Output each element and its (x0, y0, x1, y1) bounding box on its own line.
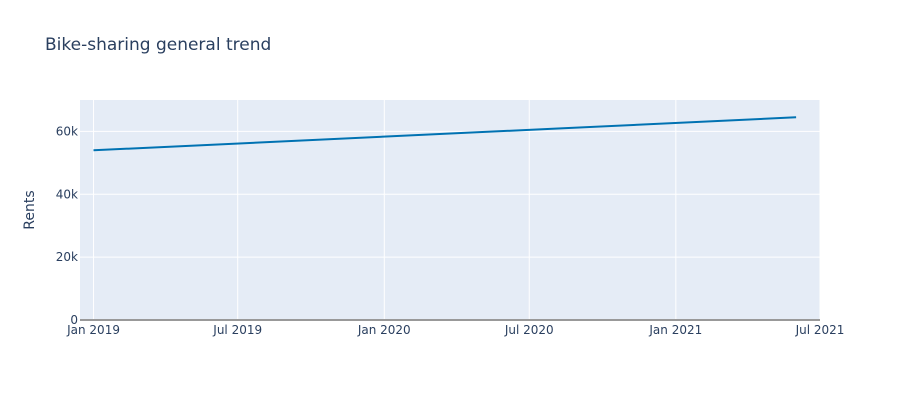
y-tick-label: 40k (56, 187, 78, 201)
x-tick-label: Jan 2021 (648, 323, 702, 337)
chart-title: Bike-sharing general trend (45, 35, 271, 55)
x-tick-label: Jan 2020 (357, 323, 411, 337)
plot-area (80, 100, 820, 320)
y-tick-label: 0 (70, 313, 78, 327)
y-tick-label: 20k (56, 250, 78, 264)
x-tick-label: Jul 2021 (795, 323, 845, 337)
series-line (93, 116, 797, 152)
x-tick-label: Jul 2020 (504, 323, 554, 337)
series-layer (93, 116, 797, 152)
y-axis-label: Rents (22, 190, 38, 229)
x-tick-label: Jan 2019 (66, 323, 120, 337)
y-tick-label: 60k (56, 124, 78, 138)
x-tick-label: Jul 2019 (212, 323, 262, 337)
axes: Jan 2019 Jul 2019 Jan 2020 Jul 2020 Jan 2021… (56, 124, 845, 337)
